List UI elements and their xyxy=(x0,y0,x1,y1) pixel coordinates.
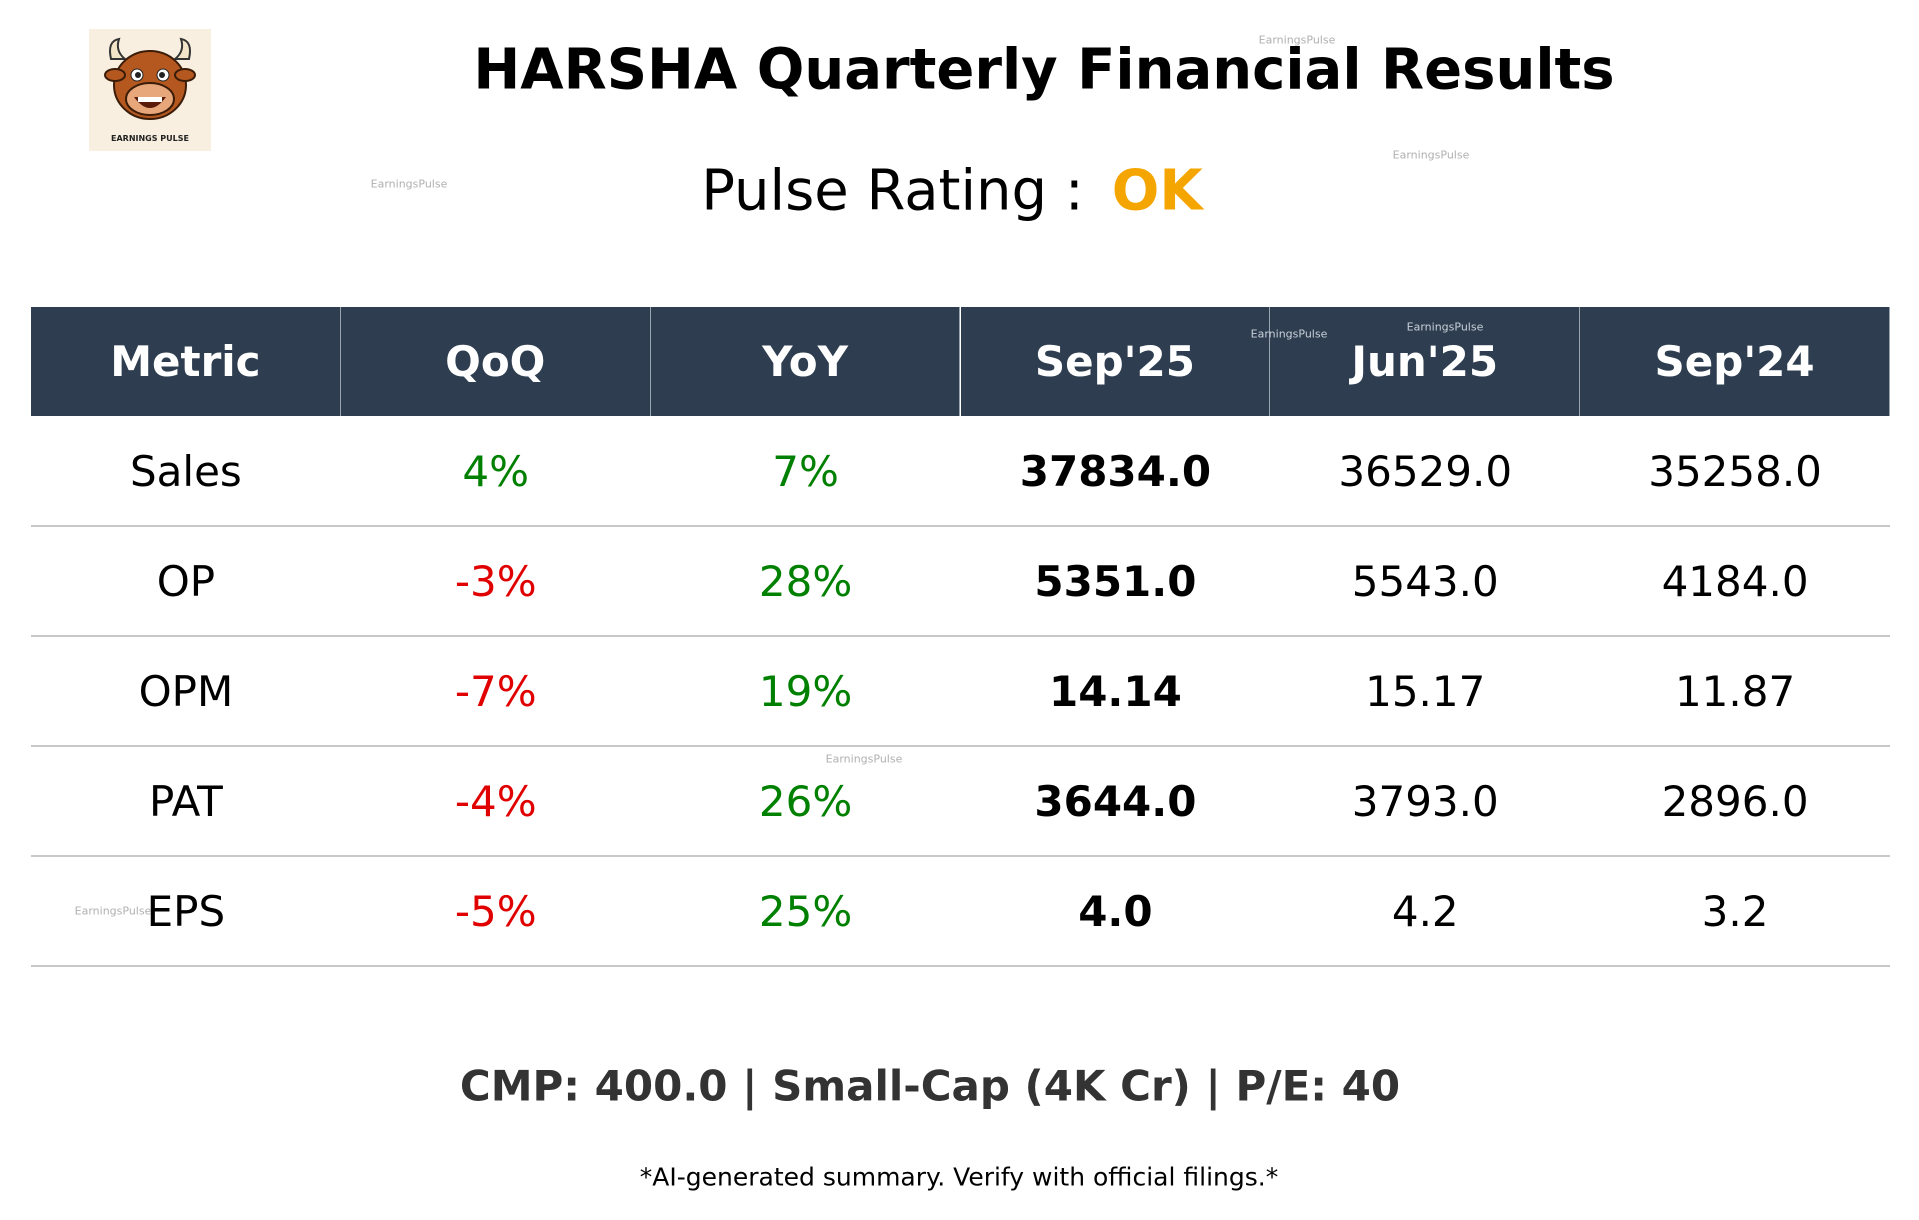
row-divider xyxy=(31,525,1890,527)
cell-value: 4% xyxy=(462,446,530,496)
row-divider xyxy=(31,965,1890,967)
cell-value: 25% xyxy=(758,886,853,936)
cell-value: 36529.0 xyxy=(1338,446,1513,496)
watermark: EarningsPulse xyxy=(370,177,448,191)
cell-value: 5543.0 xyxy=(1351,556,1499,606)
disclaimer: *AI-generated summary. Verify with offic… xyxy=(639,1162,1279,1192)
watermark: EarningsPulse xyxy=(1392,148,1470,162)
logo: EARNINGS PULSE xyxy=(89,29,211,151)
column-header: Sep'24 xyxy=(1580,307,1890,416)
row-divider xyxy=(31,635,1890,637)
column-header: Jun'25 xyxy=(1270,307,1581,416)
cell-value: 3793.0 xyxy=(1351,776,1499,826)
watermark: EarningsPulse xyxy=(1258,33,1336,47)
cell-value: -3% xyxy=(454,556,537,606)
watermark: EarningsPulse xyxy=(1406,320,1484,334)
row-divider xyxy=(31,855,1890,857)
watermark: EarningsPulse xyxy=(1250,327,1328,341)
watermark: EarningsPulse xyxy=(74,904,152,918)
cell-value: 4184.0 xyxy=(1661,556,1809,606)
rating-label: Pulse Rating : xyxy=(701,158,1084,224)
cell-value: -5% xyxy=(454,886,537,936)
cell-value: 19% xyxy=(758,666,853,716)
cell-value: 2896.0 xyxy=(1661,776,1809,826)
row-divider xyxy=(31,745,1890,747)
column-header: Metric xyxy=(31,307,341,416)
cell-value: 28% xyxy=(758,556,853,606)
cell-value: 3.2 xyxy=(1701,886,1769,936)
metric-name: OPM xyxy=(138,666,234,716)
metric-name: Sales xyxy=(130,446,242,496)
title: HARSHA Quarterly Financial Results xyxy=(473,37,1615,103)
cell-value: 35258.0 xyxy=(1648,446,1822,496)
metric-name: PAT xyxy=(149,776,223,826)
column-header: YoY xyxy=(650,307,961,416)
summary: CMP: 400.0 | Small-Cap (4K Cr) | P/E: 40 xyxy=(459,1061,1401,1111)
cell-value: -4% xyxy=(454,776,537,826)
rating-line: Pulse Rating : OK xyxy=(701,159,1202,224)
cell-value: 11.87 xyxy=(1674,666,1796,716)
cell-value: 14.14 xyxy=(1048,666,1182,716)
cell-value: 4.2 xyxy=(1391,886,1459,936)
cell-value: -7% xyxy=(454,666,537,716)
cell-value: 26% xyxy=(758,776,853,826)
cell-value: 5351.0 xyxy=(1034,556,1197,606)
watermark: EarningsPulse xyxy=(825,752,903,766)
rating-value: OK xyxy=(1111,158,1203,224)
column-header: Sep'25 xyxy=(960,307,1271,416)
logo-text: EARNINGS PULSE xyxy=(111,134,189,143)
cell-value: 15.17 xyxy=(1365,666,1486,716)
cell-value: 3644.0 xyxy=(1034,776,1197,826)
metric-name: OP xyxy=(156,556,216,606)
column-header: QoQ xyxy=(340,307,651,416)
cell-value: 7% xyxy=(772,446,839,496)
cell-value: 4.0 xyxy=(1078,886,1153,936)
cell-value: 37834.0 xyxy=(1019,446,1212,496)
metric-name: EPS xyxy=(146,886,226,936)
